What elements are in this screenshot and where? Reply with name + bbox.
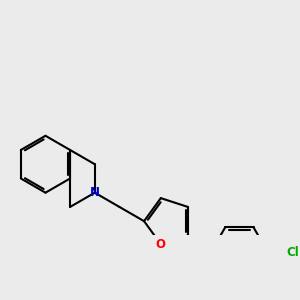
Text: Cl: Cl: [286, 246, 299, 259]
Text: N: N: [90, 186, 100, 199]
Text: O: O: [156, 238, 166, 251]
